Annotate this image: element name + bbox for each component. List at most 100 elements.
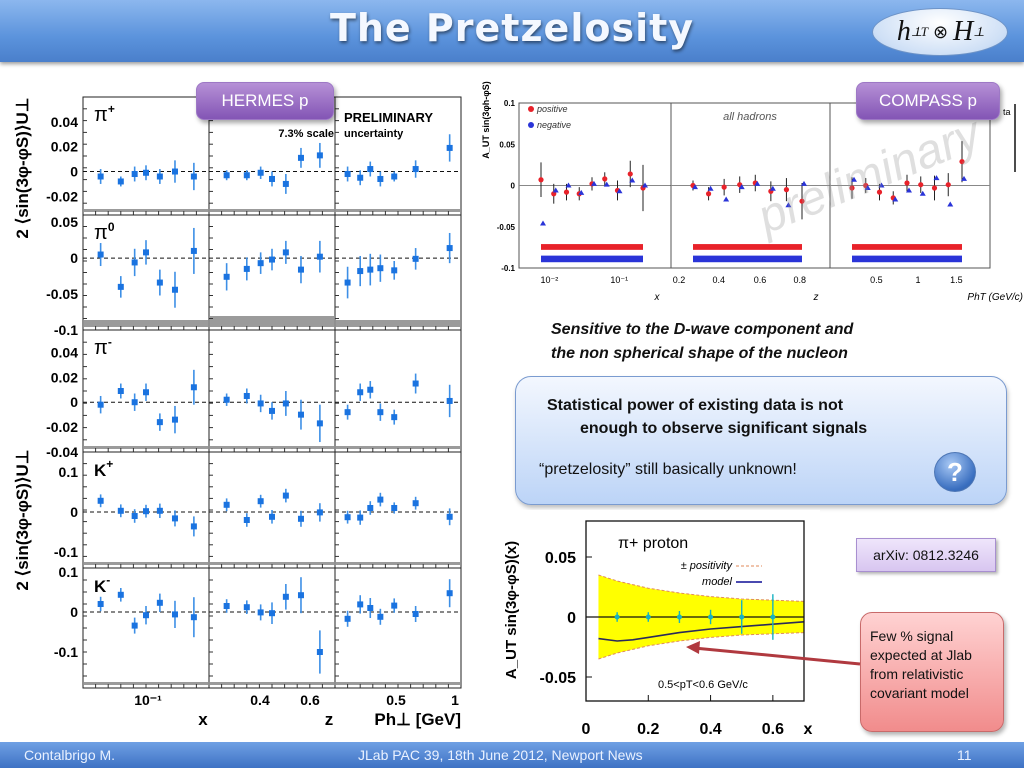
legend-positivity-label: ± positivity: [681, 560, 734, 572]
hermes-tag: HERMES p: [196, 82, 334, 120]
hermes-panel-frame: [82, 96, 210, 216]
hermes-panel-frame: [82, 567, 210, 689]
slide-header: The Pretzelosity h ⊥ 1T ⊗ H ⊥ 1: [0, 0, 1024, 62]
hermes-data-point: [190, 384, 197, 391]
hermes-systematic-band: [336, 320, 460, 327]
arxiv-reference[interactable]: arXiv: 0812.3246: [856, 538, 996, 572]
hermes-data-point: [316, 420, 323, 427]
model-x-tick-label: 0.2: [637, 721, 659, 738]
model-x-tick-label: 0.4: [699, 721, 721, 738]
hermes-data-point: [357, 174, 364, 181]
hermes-data-point: [344, 615, 351, 622]
hermes-ytick-label: 0: [70, 250, 78, 266]
positivity-upper-line: [598, 574, 805, 602]
projected-data-point: [614, 614, 620, 620]
question-mark-icon[interactable]: ?: [934, 452, 976, 492]
hermes-systematic-band: [210, 446, 334, 449]
compass-point-negative: [878, 182, 885, 188]
hermes-data-point: [156, 279, 163, 286]
hermes-ytick-label: -0.02: [46, 419, 78, 435]
compass-point-positive: [904, 180, 910, 186]
hermes-systematic-band: [336, 562, 460, 565]
hermes-data-point: [357, 268, 364, 275]
projected-data-point: [739, 614, 745, 620]
compass-point-negative: [864, 184, 871, 190]
compass-point-negative: [801, 180, 807, 186]
model-y-axis-title: A_UT sin(3φ-φS)(x): [503, 541, 520, 679]
compass-systematic-band-negative: [693, 255, 802, 263]
hermes-ytick-label: 0.02: [51, 139, 78, 155]
hermes-data-point: [97, 401, 104, 408]
hermes-data-point: [344, 409, 351, 416]
compass-ytick-label: 0.05: [499, 140, 515, 149]
hermes-data-point: [117, 388, 124, 394]
compass-systematic-band-negative: [541, 255, 643, 263]
formula-h-sup: ⊥: [910, 24, 923, 39]
hermes-data-point: [117, 178, 124, 185]
hermes-data-point: [257, 260, 264, 267]
hermes-data-point: [171, 416, 178, 423]
hermes-z-axis-title: z: [325, 710, 334, 729]
caption-line-2: the non spherical shape of the nucleon: [551, 345, 848, 362]
hermes-ytick-label: 0.04: [51, 114, 78, 130]
hermes-data-point: [131, 171, 138, 178]
callout-line-4: covariant model: [870, 685, 969, 701]
hermes-data-point: [367, 266, 374, 273]
formula-H: H: [953, 16, 974, 47]
model-curve: [598, 621, 805, 642]
hermes-row-label-sup: +: [106, 457, 113, 471]
compass-point-positive: [849, 185, 855, 191]
hermes-data-point: [297, 515, 304, 522]
hermes-data-point: [316, 152, 323, 159]
hermes-data-point: [446, 397, 453, 404]
compass-point-positive: [876, 189, 883, 195]
hermes-ytick-label: -0.1: [54, 544, 78, 560]
hermes-data-point: [412, 255, 419, 262]
hermes-data-point: [223, 396, 230, 403]
hermes-systematic-band: [84, 682, 208, 685]
hermes-data-point: [143, 612, 149, 619]
callout-line-2: expected at Jlab: [870, 647, 972, 663]
hermes-data-point: [377, 496, 384, 503]
hermes-row-label-sup: -: [108, 335, 112, 349]
compass-point-negative: [738, 184, 745, 190]
model-x-tick-label: 0.6: [762, 721, 784, 738]
formula-H-sub: 1: [976, 24, 984, 39]
hermes-data-point: [97, 251, 104, 258]
compass-point-negative: [961, 175, 967, 181]
hermes-data-point: [257, 498, 264, 505]
compass-legend-marker: [528, 122, 534, 128]
hermes-data-point: [243, 265, 250, 272]
hermes-ytick-label: -0.1: [54, 322, 78, 338]
hermes-data-point: [367, 166, 374, 173]
compass-point-positive: [799, 198, 805, 204]
hermes-data-point: [143, 169, 149, 176]
caption: Sensitive to the D-wave component and th…: [551, 318, 853, 366]
formula-bubble: h ⊥ 1T ⊗ H ⊥ 1: [872, 8, 1008, 56]
footer-event: JLab PAC 39, 18th June 2012, Newport New…: [358, 747, 643, 763]
hermes-systematic-band: [84, 446, 208, 449]
hermes-ytick-label: -0.1: [54, 644, 78, 660]
statistics-callout: Statistical power of existing data is no…: [515, 376, 1007, 505]
hermes-panel-frame: [208, 329, 336, 453]
model-x-axis-title: x: [804, 721, 813, 738]
jlab-signal-callout: Few % signal expected at Jlab from relat…: [860, 612, 1004, 732]
hermes-data-point: [156, 507, 163, 514]
hermes-panel-frame: [208, 214, 336, 331]
compass-ytick-label: -0.1: [501, 264, 515, 273]
hermes-data-point: [97, 497, 104, 504]
hermes-data-point: [316, 649, 323, 655]
hermes-data-point: [223, 172, 230, 179]
footer-page-number: 11: [957, 747, 972, 763]
hermes-panel-frame: [334, 96, 462, 216]
hermes-data-point: [223, 273, 230, 280]
compass-legend-label: negative: [537, 120, 571, 130]
compass-point-positive: [563, 189, 570, 195]
model-y-tick-label: 0: [567, 610, 576, 627]
compass-point-negative: [919, 190, 926, 196]
hermes-data-point: [243, 172, 250, 179]
compass-panel-title: all hadrons: [723, 111, 777, 123]
hermes-data-point: [190, 523, 197, 530]
hermes-row-label: π-: [94, 335, 112, 359]
hermes-ytick-label: 0.02: [51, 369, 78, 385]
